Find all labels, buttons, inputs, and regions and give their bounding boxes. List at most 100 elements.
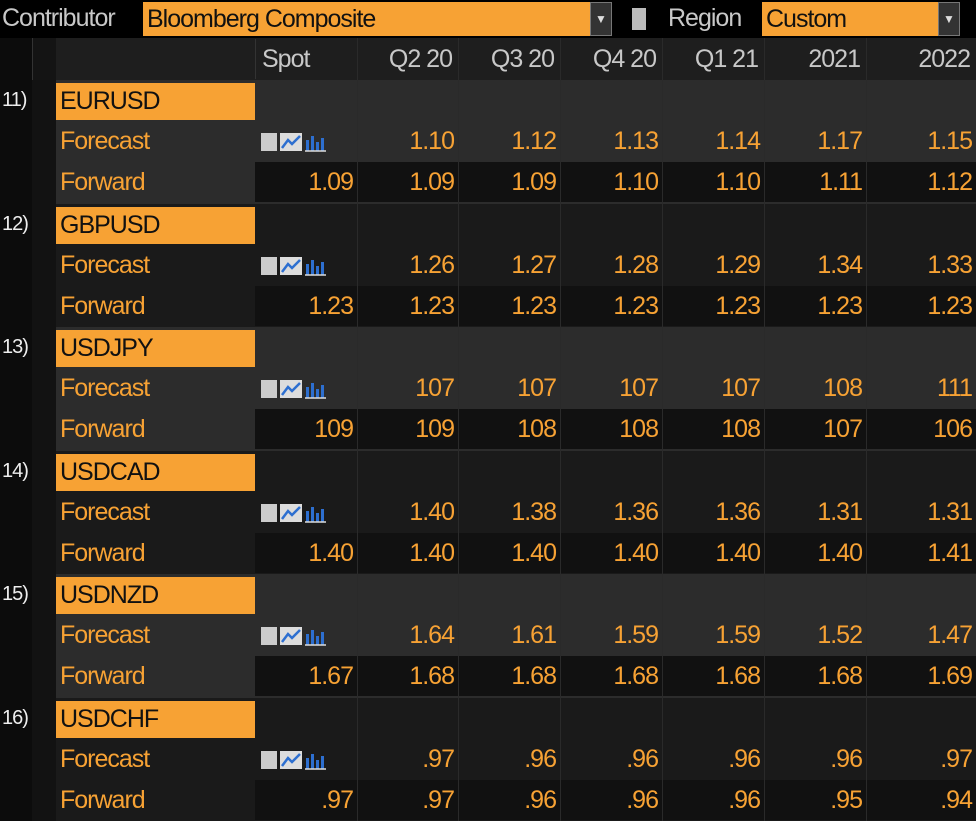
forward-value: 1.67 [255,656,357,697]
forecast-value: 111 [936,374,973,403]
forecast-value: .96 [830,744,863,773]
forward-value: 1.41 [866,532,976,573]
forward-value: 1.23 [560,285,662,326]
forecast-label: Forecast [60,621,150,650]
forecast-label: Forecast [60,127,150,156]
forecast-value: 1.61 [511,621,557,650]
contributor-label: Contributor [2,4,116,32]
forward-value: 1.40 [764,532,866,573]
forecast-value: .97 [940,744,973,773]
forecast-label: Forecast [60,374,150,403]
forecast-value: 1.26 [409,250,455,279]
forecast-value: .97 [422,744,455,773]
forecast-value: 1.12 [511,127,557,156]
forward-value: 1.40 [458,532,560,573]
column-divider [458,38,459,821]
row-index: 13) [2,336,29,358]
column-divider [662,38,663,821]
forecast-value: 108 [823,374,863,403]
forecast-value: 1.64 [409,621,455,650]
forecast-value: 1.33 [927,250,973,279]
forward-value: 1.23 [255,285,357,326]
pair-label: USDCAD [56,453,255,491]
pair-label: USDNZD [56,577,255,615]
forecast-value: 1.59 [613,621,659,650]
forward-value: 1.68 [764,656,866,697]
forecast-value: 1.13 [613,127,659,156]
chart-icons[interactable] [260,624,332,648]
forward-value: .96 [560,779,662,820]
forward-value: 1.09 [255,162,357,203]
forecast-value: 1.27 [511,250,557,279]
contributor-select[interactable]: Bloomberg Composite [143,2,612,36]
forecast-value: 1.59 [715,621,761,650]
column-header: Q1 21 [662,39,764,79]
region-select[interactable]: Custom [762,2,960,36]
forward-value: .96 [458,779,560,820]
column-header: 2022 [866,39,976,79]
forward-value: 1.10 [662,162,764,203]
forward-value: 109 [255,409,357,450]
row-index: 12) [2,212,29,235]
row-index: 15) [2,583,29,605]
forward-label: Forward [60,785,146,814]
forward-value: 1.12 [866,162,976,203]
forward-value: 106 [866,409,976,450]
forward-value: 109 [357,409,458,450]
forecast-value: 107 [415,374,455,403]
dropdown-arrow[interactable]: ▼ [938,2,960,36]
forecast-value: 1.34 [817,250,863,279]
forward-value: 1.40 [560,532,662,573]
forward-value: 108 [458,409,560,450]
chart-icons[interactable] [260,130,332,154]
forecast-value: 1.28 [613,250,659,279]
forward-value: 1.09 [458,162,560,203]
chart-icons[interactable] [260,501,332,525]
forward-value: 1.68 [560,656,662,697]
chart-icons[interactable] [260,748,332,772]
column-divider [866,38,867,821]
column-divider [560,38,561,821]
forecast-value: .96 [626,744,659,773]
dropdown-arrow[interactable]: ▼ [590,2,612,36]
forward-label: Forward [60,168,146,197]
row-index: 14) [2,459,29,482]
column-header: Q3 20 [458,39,560,79]
forecast-value: 1.47 [927,621,973,650]
chart-icons[interactable] [260,254,332,278]
forward-label: Forward [60,291,146,320]
forward-label: Forward [60,415,146,444]
spacer-column [32,38,56,80]
forecast-value: 1.29 [715,250,761,279]
forward-value: .95 [764,779,866,820]
forward-value: .97 [357,779,458,820]
forecast-value: .96 [728,744,761,773]
forecast-value: 107 [721,374,761,403]
row-index: 11) [2,89,27,111]
forward-value: .94 [866,779,976,820]
pair-label: EURUSD [56,83,255,121]
column-header: Spot [255,39,357,79]
forward-value: 1.23 [662,285,764,326]
forward-value: 1.23 [764,285,866,326]
forward-value: .96 [662,779,764,820]
chart-icons[interactable] [260,377,332,401]
region-label: Region [668,4,742,32]
column-header: 2021 [764,39,866,79]
forward-value: .97 [255,779,357,820]
forward-value: 108 [560,409,662,450]
column-header: Q4 20 [560,39,662,79]
forecast-value: 1.38 [511,497,557,526]
forward-value: 1.68 [458,656,560,697]
pair-label: USDJPY [56,330,255,368]
forward-value: 1.69 [866,656,976,697]
forward-value: 1.23 [866,285,976,326]
region-icon [632,8,646,30]
column-header: Q2 20 [357,39,458,79]
forward-value: 1.09 [357,162,458,203]
header-row [0,38,976,80]
forecast-value: 1.10 [409,127,455,156]
forecast-label: Forecast [60,744,150,773]
forward-value: 1.23 [357,285,458,326]
